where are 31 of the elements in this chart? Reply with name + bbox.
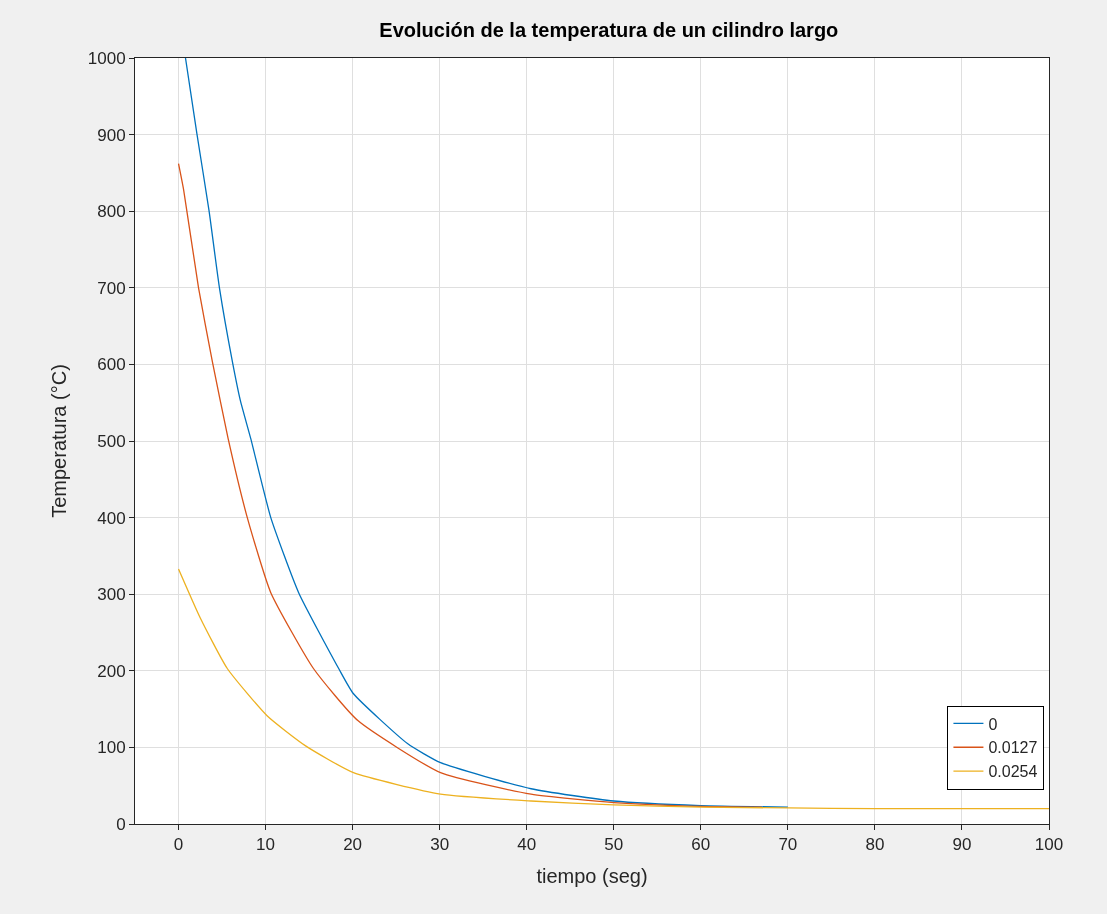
- y-tick-label: 800: [97, 202, 126, 222]
- y-tick-label: 600: [97, 355, 126, 375]
- y-tick-label: 300: [97, 585, 126, 605]
- line-series: [177, 163, 763, 808]
- x-tick-label: 90: [952, 835, 972, 855]
- line-series: [177, 568, 1049, 810]
- y-tick-label: 400: [97, 508, 126, 528]
- x-tick-label: 30: [430, 835, 450, 855]
- y-tick-label: 0: [116, 814, 126, 834]
- x-tick-label: 80: [865, 835, 885, 855]
- line-series: [184, 58, 789, 808]
- x-tick-label: 10: [256, 835, 276, 855]
- y-tick-label: 900: [97, 125, 126, 145]
- y-tick-label: 200: [97, 661, 126, 681]
- legend-label: 0.0127: [988, 739, 1038, 757]
- chart-title: Evolución de la temperatura de un cilindro largo: [379, 18, 839, 41]
- y-tick-label: 700: [97, 278, 126, 298]
- x-tick-label: 0: [173, 835, 184, 855]
- x-tick-label: 100: [1034, 835, 1064, 855]
- y-axis-title: Temperatura (°C): [48, 364, 71, 518]
- x-tick-label: 60: [691, 835, 711, 855]
- legend-label: 0: [988, 715, 998, 733]
- x-tick-label: 50: [604, 835, 624, 855]
- y-tick-label: 100: [97, 738, 126, 758]
- legend-label: 0.0254: [988, 763, 1038, 781]
- y-tick-label: 1000: [87, 48, 126, 68]
- y-tick-label: 500: [97, 431, 126, 451]
- x-tick-label: 70: [778, 835, 798, 855]
- x-axis-title: tiempo (seg): [536, 864, 648, 887]
- x-tick-label: 20: [343, 835, 363, 855]
- x-tick-label: 40: [517, 835, 537, 855]
